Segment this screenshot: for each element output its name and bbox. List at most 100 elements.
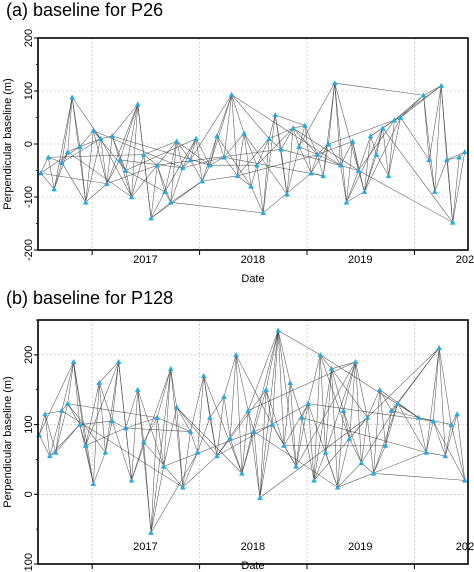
plot-area-b (38, 320, 468, 564)
baseline-pair-line (400, 95, 424, 118)
acquisition-point (263, 386, 269, 392)
acquisition-point (116, 156, 123, 163)
baseline-pair-line (170, 180, 203, 203)
baseline-pair-line (106, 104, 139, 184)
acquisition-point (248, 183, 254, 189)
baseline-pair-line (343, 361, 356, 411)
acquisition-point (373, 151, 380, 157)
baseline-pair-line (243, 133, 252, 187)
acquisition-point (266, 135, 272, 141)
baseline-pair-line (334, 82, 424, 96)
baseline-pair-line (67, 97, 73, 152)
baseline-pair-line (223, 133, 245, 158)
baseline-pair-line (170, 202, 264, 214)
acquisition-point (214, 453, 220, 459)
x-axis-label-b: Date (241, 560, 264, 572)
baseline-pair-line (328, 143, 341, 166)
baseline-pair-line (259, 389, 267, 498)
acquisition-point (385, 172, 392, 179)
baseline-pair-line (125, 389, 139, 429)
acquisition-point (397, 114, 404, 120)
baseline-pair-line (295, 403, 309, 467)
baseline-pair-line (425, 421, 434, 453)
acquisition-point (382, 442, 389, 448)
acquisition-point (148, 215, 154, 221)
baseline-pair-line (111, 361, 119, 422)
acquisition-point (122, 425, 129, 431)
acquisition-point (199, 178, 206, 184)
baseline-pair-line (61, 138, 101, 163)
acquisition-point (90, 480, 97, 487)
baseline-pair-line (328, 83, 335, 145)
acquisition-point (76, 143, 83, 149)
baseline-pair-line (67, 403, 81, 425)
acquisition-point (64, 149, 71, 155)
acquisition-point (269, 421, 276, 427)
baseline-pair-line (143, 441, 152, 533)
baseline-pair-line (295, 417, 303, 467)
baseline-pair-line (301, 403, 309, 418)
acquisition-point (221, 154, 227, 160)
acquisition-point (76, 421, 83, 427)
baseline-pair-line (283, 403, 309, 446)
baseline-pair-line (201, 165, 211, 182)
baseline-pair-line (216, 396, 225, 456)
baseline-pair-line (272, 330, 279, 425)
acquisition-point (187, 156, 194, 163)
baseline-pair-line (317, 154, 341, 166)
baseline-pair-line (432, 347, 440, 422)
baseline-pair-line (250, 186, 264, 214)
baseline-pair-line (125, 138, 197, 171)
acquisition-points-a (37, 80, 468, 225)
baseline-pair-line (61, 410, 183, 488)
baseline-pair-line (49, 424, 80, 457)
baseline-pair-line (125, 170, 165, 192)
baseline-pair-line (176, 406, 243, 474)
acquisition-point (82, 199, 89, 205)
baseline-pair-line (105, 421, 113, 453)
baseline-pair-line (235, 354, 243, 474)
baseline-pair-line (250, 165, 258, 187)
baseline-pair-line (292, 127, 318, 155)
baseline-pair-line (203, 375, 243, 474)
baseline-pair-line (190, 138, 197, 160)
x-tick-label: 2018 (241, 254, 265, 266)
baseline-pair-line (446, 159, 453, 223)
baseline-pair-line (361, 417, 368, 463)
baseline-pair-line (85, 445, 94, 484)
baseline-pair-line (268, 127, 294, 139)
baseline-pair-line (235, 354, 273, 425)
baseline-pair-line (320, 354, 419, 418)
baseline-pair-line (268, 114, 276, 139)
acquisition-point (430, 418, 437, 424)
baseline-pair-line (201, 135, 218, 182)
baseline-pair-line (433, 420, 466, 481)
acquisition-point (448, 421, 455, 427)
grid-b (38, 320, 468, 564)
baseline-pair-line (346, 127, 383, 203)
baseline-pair-line (298, 146, 312, 174)
baseline-pair-line (346, 170, 359, 203)
acquisition-point (388, 407, 395, 413)
baseline-pair-line (106, 136, 113, 184)
acquisition-point (257, 494, 263, 501)
x-axis-ticks-b: 2017 2018 2019 2020 (91, 541, 474, 569)
acquisition-point (109, 133, 116, 139)
baseline-pair-line (307, 354, 321, 404)
baseline-pair-line (426, 452, 446, 457)
baseline-pair-line (388, 117, 401, 176)
baseline-pair-line (209, 135, 218, 166)
acquisition-point (308, 170, 314, 176)
baseline-pair-line (337, 452, 427, 488)
baseline-pair-line (150, 417, 158, 533)
acquisition-point (148, 529, 154, 535)
acquisition-point (322, 449, 329, 455)
baseline-pair-line (301, 417, 315, 481)
acquisition-point (290, 125, 297, 131)
baseline-connections-a (40, 82, 466, 223)
baseline-pair-line (67, 403, 158, 418)
baseline-pair-line (182, 431, 191, 488)
baseline-pair-line (156, 141, 177, 166)
baseline-pair-line (71, 97, 86, 203)
